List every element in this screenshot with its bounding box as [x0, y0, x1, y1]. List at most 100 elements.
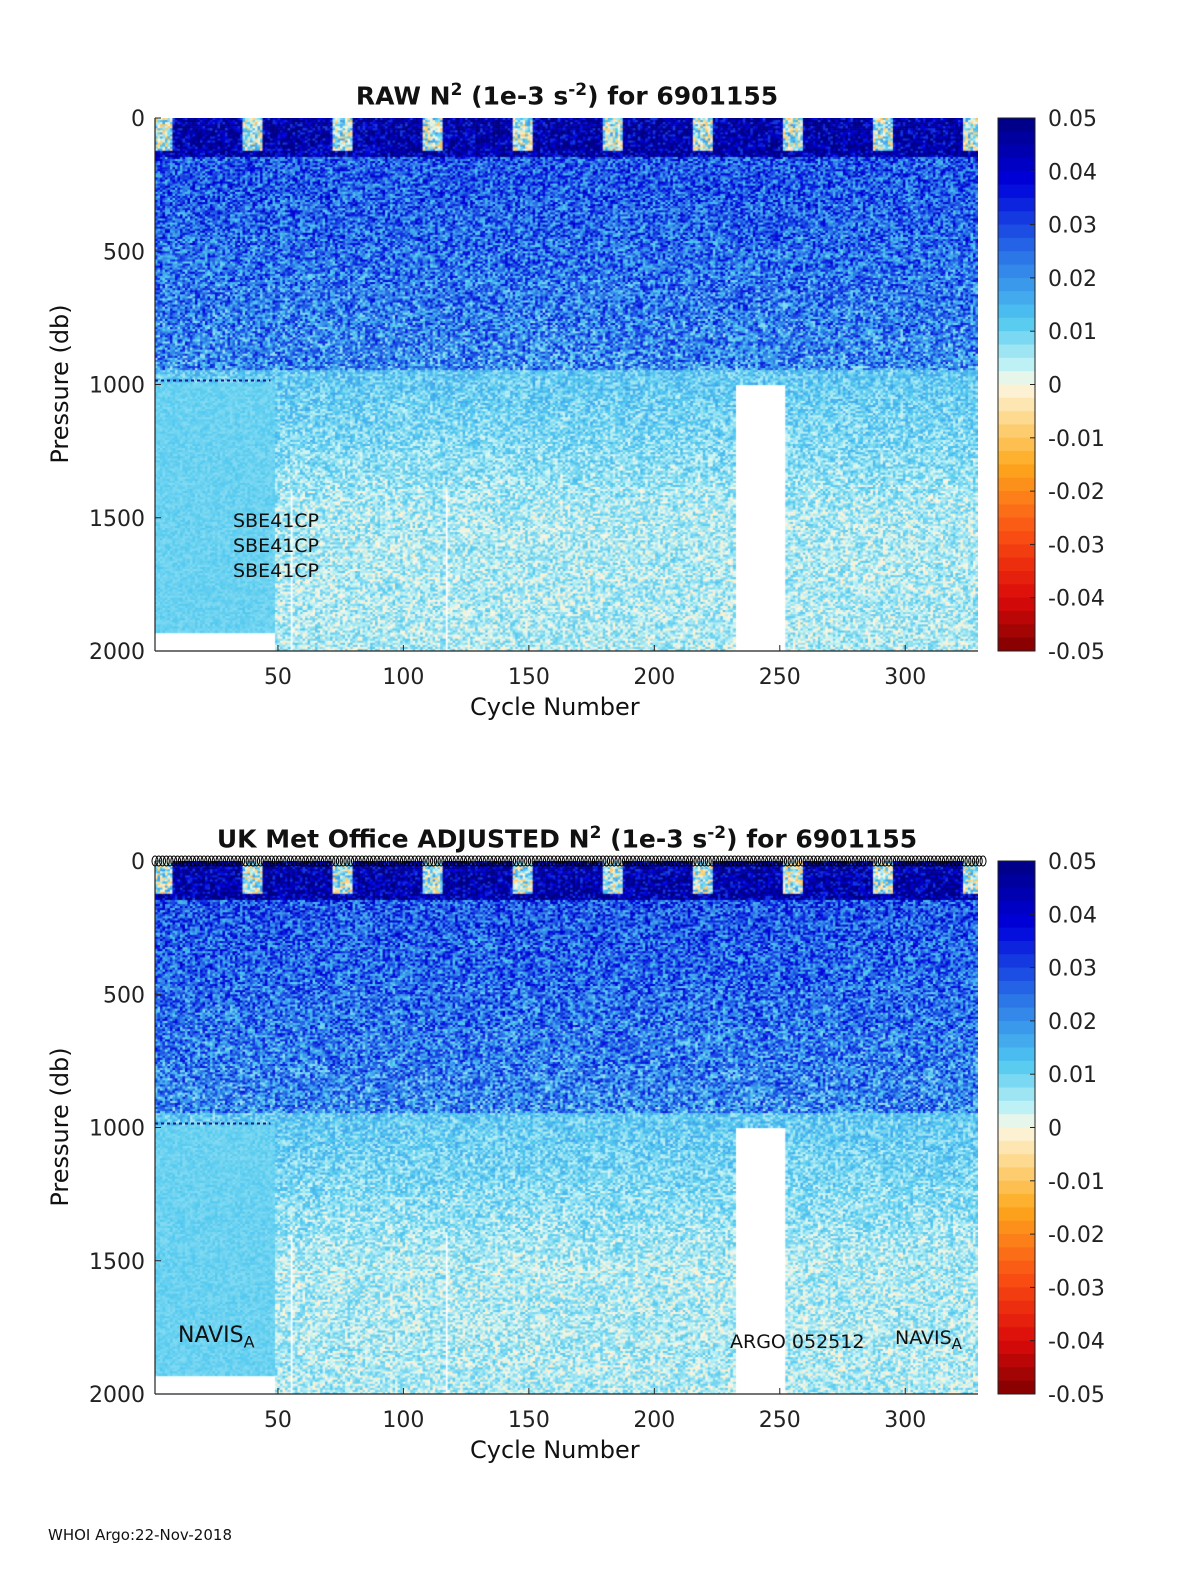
colorbar-tick-label: 0.04 [1048, 160, 1097, 185]
surface-marker [407, 855, 415, 867]
surface-marker [373, 855, 381, 867]
colorbar-segment [998, 927, 1035, 942]
surface-marker [757, 855, 765, 867]
surface-marker [471, 855, 479, 867]
surface-marker [253, 855, 261, 867]
colorbar-tick-label: 0.02 [1048, 1010, 1097, 1035]
colorbar-segment [998, 277, 1035, 292]
y-tick-label: 1500 [89, 507, 145, 532]
y-axis-label-adjusted: Pressure (db) [46, 1047, 74, 1207]
annotation-navis-left: NAVISA [178, 1323, 255, 1352]
colorbar-segment [998, 224, 1035, 239]
surface-marker [347, 855, 355, 867]
colorbar-segment [998, 967, 1035, 982]
colorbar-segment [998, 914, 1035, 929]
surface-marker [806, 855, 814, 867]
surface-marker [241, 855, 249, 867]
surface-marker [908, 855, 916, 867]
surface-marker [185, 855, 193, 867]
colorbar-segment [998, 900, 1035, 915]
x-tick-label: 200 [633, 1408, 675, 1433]
surface-marker [260, 855, 268, 867]
surface-marker [384, 855, 392, 867]
surface-marker [396, 855, 404, 867]
surface-marker [196, 855, 204, 867]
surface-marker [430, 855, 438, 867]
surface-marker [964, 855, 972, 867]
surface-marker [211, 855, 219, 867]
colorbar-segment [998, 504, 1035, 519]
surface-marker [599, 855, 607, 867]
colorbar-segment [998, 571, 1035, 585]
surface-marker [780, 855, 788, 867]
colorbar-segment [998, 491, 1035, 505]
surface-marker [727, 855, 735, 867]
surface-marker [441, 855, 449, 867]
surface-marker [177, 855, 185, 867]
surface-marker [275, 855, 283, 867]
surface-marker [885, 855, 893, 867]
x-tick-label: 300 [884, 1408, 926, 1433]
surface-marker [836, 855, 844, 867]
colorbar-segment [998, 118, 1035, 132]
surface-marker [445, 855, 453, 867]
colorbar-segment [998, 1127, 1035, 1142]
surface-marker [343, 855, 351, 867]
surface-marker [693, 855, 701, 867]
y-tick-label: 0 [131, 850, 145, 875]
surface-marker [591, 855, 599, 867]
colorbar-segment [998, 557, 1035, 572]
surface-marker [810, 855, 818, 867]
y-tick-label: 0 [131, 107, 145, 132]
colorbar-segment [998, 451, 1035, 465]
surface-marker [655, 855, 663, 867]
surface-marker [723, 855, 731, 867]
surface-marker [795, 855, 803, 867]
colorbar-segment [998, 611, 1035, 625]
surface-marker [520, 855, 528, 867]
surface-marker [892, 855, 900, 867]
annotation-sbe2: SBE41CP [233, 535, 320, 557]
surface-marker [674, 855, 682, 867]
surface-marker [859, 855, 867, 867]
colorbar-tick-label: 0.02 [1048, 267, 1097, 292]
surface-marker [896, 855, 904, 867]
colorbar-segment [998, 331, 1035, 346]
surface-marker [381, 855, 389, 867]
surface-marker [746, 855, 754, 867]
surface-marker [230, 855, 238, 867]
x-tick-label: 250 [759, 665, 801, 690]
surface-marker [614, 855, 622, 867]
colorbar-segment [998, 397, 1035, 412]
surface-marker [667, 855, 675, 867]
surface-marker [166, 855, 174, 867]
x-tick-label: 100 [382, 665, 424, 690]
colorbar-segment [998, 624, 1035, 639]
surface-marker [486, 855, 494, 867]
y-tick-label: 500 [103, 983, 145, 1008]
surface-marker [659, 855, 667, 867]
surface-marker [941, 855, 949, 867]
colorbar-segment [998, 437, 1035, 452]
annotation-sbe3: SBE41CP [233, 560, 320, 582]
colorbar-tick-label: -0.02 [1048, 1223, 1105, 1248]
colorbar-segment [998, 1287, 1035, 1302]
y-tick-label: 1500 [89, 1250, 145, 1275]
surface-marker [971, 855, 979, 867]
surface-marker [283, 855, 291, 867]
surface-marker [791, 855, 799, 867]
surface-marker [290, 855, 298, 867]
colorbar-segment [998, 1060, 1035, 1075]
colorbar-segment [998, 1140, 1035, 1155]
surface-marker [697, 855, 705, 867]
colorbar-segment [998, 464, 1035, 479]
x-tick-label: 50 [264, 1408, 292, 1433]
colorbar-segment [998, 1020, 1035, 1035]
surface-marker [855, 855, 863, 867]
chart-svg-raw: 50 100 150 200 250 300 0 500 1000 1500 2000 0.05 0.0… [89, 107, 1105, 690]
surface-marker [663, 855, 671, 867]
surface-marker [362, 855, 370, 867]
surface-marker [652, 855, 660, 867]
colorbar-tick-label: -0.05 [1048, 640, 1105, 665]
colorbar-segment [998, 637, 1035, 652]
